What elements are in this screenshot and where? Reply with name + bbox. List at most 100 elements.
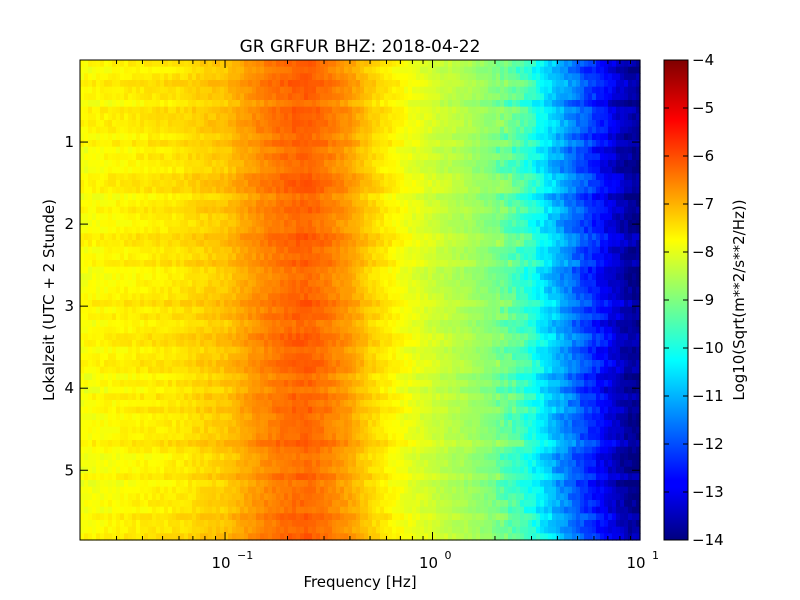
heatmap-cell <box>304 120 309 128</box>
heatmap-cell <box>216 453 221 461</box>
heatmap-cell <box>120 273 125 281</box>
heatmap-cell <box>316 166 321 174</box>
heatmap-cell <box>328 273 333 281</box>
heatmap-cell <box>136 206 141 214</box>
heatmap-cell <box>124 60 129 68</box>
heatmap-cell <box>84 246 89 254</box>
heatmap-cell <box>188 266 193 274</box>
heatmap-cell <box>344 326 349 334</box>
heatmap-cell <box>156 446 161 454</box>
heatmap-cell <box>300 500 305 508</box>
heatmap-cell <box>88 200 93 208</box>
heatmap-cell <box>348 240 353 248</box>
heatmap-cell <box>276 426 281 434</box>
heatmap-cell <box>108 326 113 334</box>
heatmap-cell <box>92 466 97 474</box>
heatmap-cell <box>328 286 333 294</box>
heatmap-cell <box>280 366 285 374</box>
heatmap-cell <box>208 173 213 181</box>
heatmap-cell <box>188 286 193 294</box>
heatmap-cell <box>352 106 357 114</box>
heatmap-cell <box>284 326 289 334</box>
heatmap-cell <box>244 73 249 81</box>
heatmap-cell <box>104 266 109 274</box>
heatmap-cell <box>172 533 177 541</box>
heatmap-cell <box>124 160 129 168</box>
heatmap-cell <box>104 233 109 241</box>
heatmap-cell <box>284 80 289 88</box>
heatmap-cell <box>204 433 209 441</box>
heatmap-cell <box>104 426 109 434</box>
heatmap-cell <box>148 113 153 121</box>
heatmap-cell <box>96 373 101 381</box>
heatmap-cell <box>96 353 101 361</box>
heatmap-cell <box>264 533 269 541</box>
heatmap-cell <box>180 373 185 381</box>
heatmap-cell <box>244 366 249 374</box>
heatmap-cell <box>204 260 209 268</box>
heatmap-cell <box>304 140 309 148</box>
heatmap-cell <box>196 466 201 474</box>
heatmap-cell <box>128 453 133 461</box>
heatmap-cell <box>256 520 261 528</box>
heatmap-cell <box>200 73 205 81</box>
heatmap-cell <box>104 360 109 368</box>
heatmap-cell <box>292 466 297 474</box>
heatmap-cell <box>288 286 293 294</box>
heatmap-cell <box>336 226 341 234</box>
heatmap-cell <box>308 386 313 394</box>
heatmap-cell <box>96 213 101 221</box>
heatmap-cell <box>276 360 281 368</box>
heatmap-cell <box>308 320 313 328</box>
heatmap-cell <box>84 326 89 334</box>
heatmap-cell <box>332 120 337 128</box>
heatmap-cell <box>128 333 133 341</box>
heatmap-cell <box>224 73 229 81</box>
heatmap-cell <box>96 260 101 268</box>
heatmap-cell <box>256 426 261 434</box>
heatmap-cell <box>320 246 325 254</box>
heatmap-cell <box>284 100 289 108</box>
heatmap-cell <box>224 300 229 308</box>
heatmap-cell <box>80 133 85 141</box>
heatmap-cell <box>284 346 289 354</box>
heatmap-cell <box>200 93 205 101</box>
heatmap-cell <box>140 73 145 81</box>
heatmap-cell <box>164 480 169 488</box>
heatmap-cell <box>116 60 121 68</box>
heatmap-cell <box>180 326 185 334</box>
heatmap-cell <box>112 260 117 268</box>
heatmap-cell <box>344 153 349 161</box>
heatmap-cell <box>332 240 337 248</box>
heatmap-cell <box>348 366 353 374</box>
heatmap-cell <box>96 493 101 501</box>
heatmap-cell <box>272 180 277 188</box>
heatmap-cell <box>132 333 137 341</box>
heatmap-cell <box>276 193 281 201</box>
heatmap-cell <box>296 140 301 148</box>
heatmap-cell <box>88 86 93 94</box>
heatmap-cell <box>96 80 101 88</box>
heatmap-cell <box>260 340 265 348</box>
heatmap-cell <box>172 246 177 254</box>
heatmap-cell <box>208 206 213 214</box>
heatmap-cell <box>260 266 265 274</box>
heatmap-cell <box>88 226 93 234</box>
heatmap-cell <box>204 120 209 128</box>
heatmap-cell <box>220 460 225 468</box>
heatmap-cell <box>100 333 105 341</box>
heatmap-cell <box>228 253 233 261</box>
heatmap-cell <box>148 73 153 81</box>
heatmap-cell <box>228 346 233 354</box>
heatmap-cell <box>316 306 321 314</box>
heatmap-cell <box>96 253 101 261</box>
heatmap-cell <box>220 133 225 141</box>
heatmap-cell <box>92 113 97 121</box>
heatmap-cell <box>332 140 337 148</box>
heatmap-cell <box>256 133 261 141</box>
heatmap-cell <box>152 273 157 281</box>
heatmap-cell <box>288 340 293 348</box>
heatmap-cell <box>152 133 157 141</box>
heatmap-cell <box>256 433 261 441</box>
heatmap-cell <box>156 373 161 381</box>
